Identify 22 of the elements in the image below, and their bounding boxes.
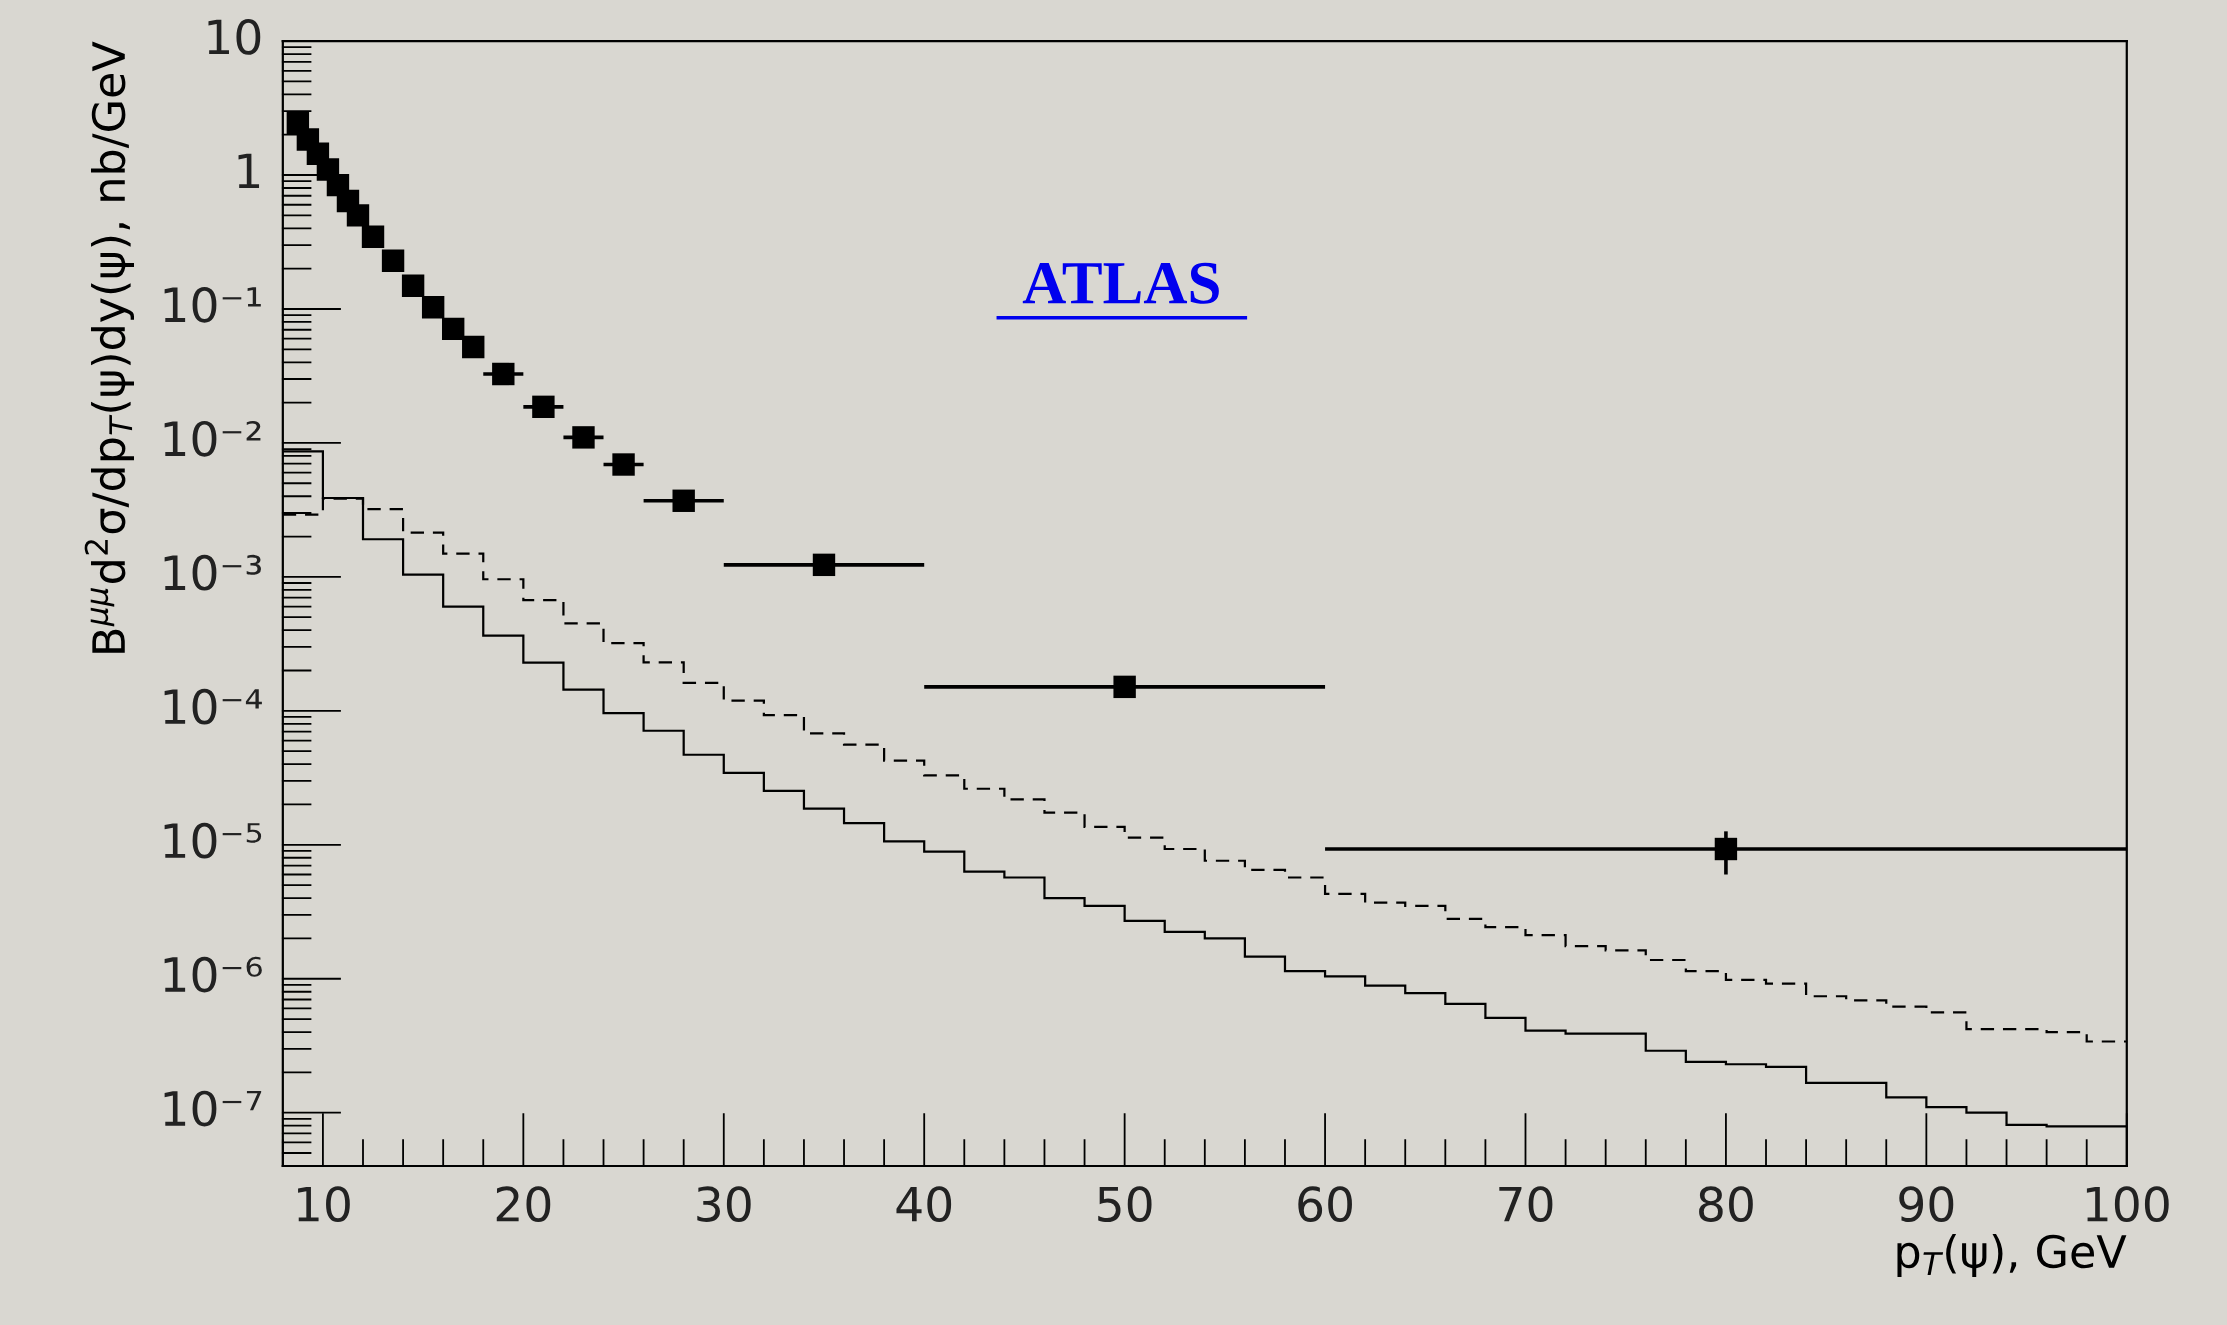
y-tick-label: 10⁻⁶	[164, 956, 262, 993]
x-tick-label: 20	[496, 1186, 551, 1222]
x-tick-label: 10	[298, 1186, 350, 1222]
y-tick-label: 10	[208, 19, 261, 55]
y-tick-label: 10⁻³	[164, 554, 261, 591]
x-tick-label: 80	[1699, 1186, 1753, 1222]
annotation: ATLAS	[1022, 262, 1219, 304]
y-axis-title: B$^{μμ}$d$^{2}$σ/dp$_{T}$(ψ)dy(ψ), nb/GeV	[84, 41, 135, 653]
x-tick-label: 60	[1298, 1186, 1352, 1222]
y-tick-label: 10⁻⁷	[164, 1090, 262, 1127]
y-tick-label: 10⁻⁵	[164, 822, 262, 859]
y-tick-label: 10⁻⁴	[164, 688, 262, 725]
x-tick-label: 40	[896, 1186, 952, 1222]
x-tick-label: 70	[1499, 1186, 1553, 1222]
x-tick-label: 100	[2086, 1186, 2169, 1222]
y-tick-label: 10⁻²	[164, 420, 261, 457]
y-tick-label: 10⁻¹	[164, 286, 261, 323]
x-axis-title: p$_{T}$(ψ), GeV	[1897, 1233, 2127, 1277]
x-tick-label: 50	[1098, 1186, 1152, 1222]
x-tick-label: 90	[1899, 1186, 1954, 1222]
x-tick-label: 30	[697, 1186, 751, 1222]
y-tick-label: 1	[238, 153, 260, 189]
